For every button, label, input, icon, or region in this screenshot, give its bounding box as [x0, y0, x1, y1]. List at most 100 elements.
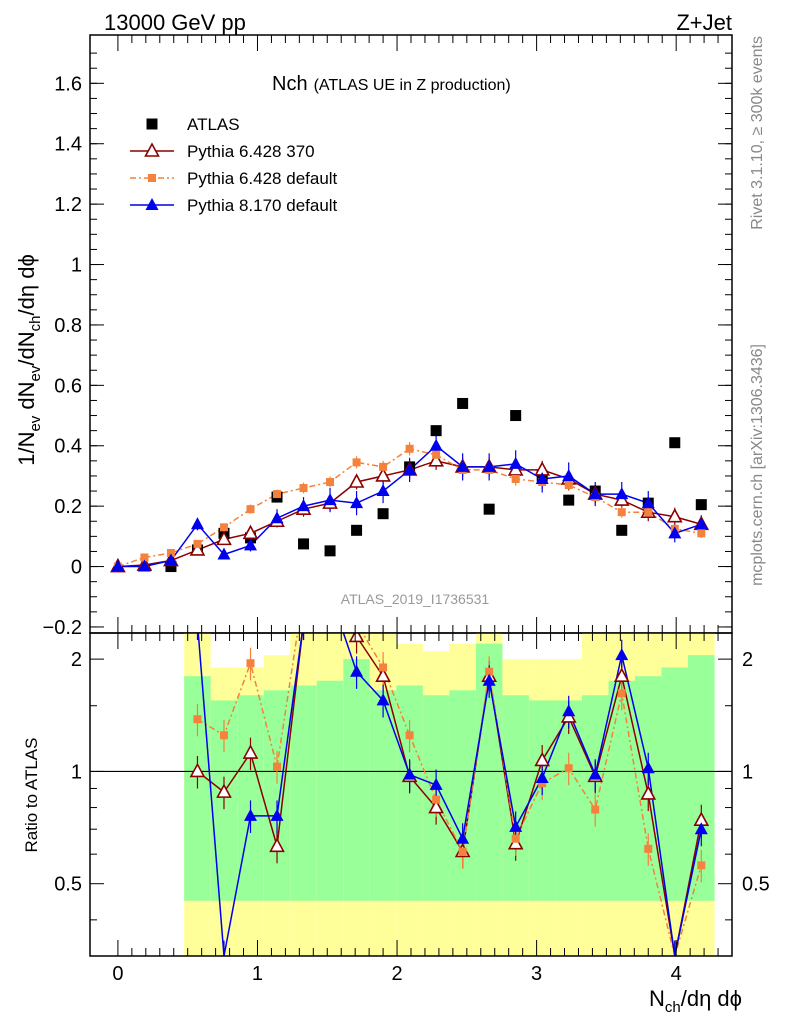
ratio-point: [482, 673, 496, 686]
ratio-point: [564, 764, 573, 773]
point-atlas: [616, 524, 628, 536]
ratio-point: [273, 762, 282, 771]
legend-marker: [145, 198, 159, 210]
ratio-point: [644, 844, 653, 853]
legend-label: Pythia 6.428 370: [187, 142, 315, 161]
chart-title-sub: (ATLAS UE in Z production): [314, 77, 511, 94]
legend-label: Pythia 8.170 default: [187, 196, 338, 215]
y-tick-label: 1.6: [54, 73, 82, 95]
legend-label: ATLAS: [187, 115, 240, 134]
ratio-point: [216, 783, 232, 798]
band-inner-bin: [661, 667, 689, 901]
ratio-point: [535, 771, 549, 784]
ratio-point: [376, 693, 390, 706]
ratio-point: [697, 861, 706, 870]
y-axis-label: 1/Nev dNev/dNch/dη dϕ: [14, 254, 44, 466]
y-tick-label: 1.2: [54, 194, 82, 216]
point-atlas: [351, 524, 363, 536]
ratio-point: [640, 785, 657, 800]
point-pythia-6-428-default: [326, 477, 335, 486]
ratio-y-label: Ratio to ATLAS: [22, 738, 41, 853]
point-pythia-8-170-default: [270, 511, 284, 524]
point-pythia-6-428-370: [242, 524, 259, 540]
point-pythia-6-428-default: [140, 553, 149, 562]
y-tick-label: −0.2: [43, 617, 82, 639]
ratio-point: [270, 808, 284, 821]
ratio-point: [511, 834, 520, 843]
x-tick-label: 2: [391, 963, 402, 985]
y-tick-label: 0.6: [54, 375, 82, 397]
ratio-point: [562, 704, 576, 717]
ratio-point: [694, 822, 708, 835]
x-axis-label: Nch/dη dϕ: [649, 986, 742, 1016]
y-tick-label: 1.4: [54, 134, 82, 156]
point-atlas: [457, 397, 469, 409]
band-inner-bin: [369, 690, 397, 901]
band-inner-bin: [449, 690, 476, 901]
ratio-y-tick-label: 2: [71, 649, 82, 671]
ratio-point: [534, 751, 551, 767]
point-pythia-8-170-default: [668, 526, 682, 539]
ratio-point: [432, 795, 441, 804]
ratio-point: [405, 731, 414, 740]
y-tick-label: 0: [71, 557, 82, 579]
ratio-point: [613, 667, 630, 682]
point-pythia-6-428-370: [348, 473, 365, 488]
point-pythia-8-170-default: [509, 456, 523, 469]
ratio-point: [244, 808, 257, 821]
ratio-point: [269, 837, 285, 853]
y-tick-label: 0.4: [54, 436, 82, 458]
point-atlas: [669, 437, 681, 449]
point-pythia-8-170-default: [190, 517, 204, 530]
ratio-point: [379, 663, 388, 672]
point-atlas: [377, 508, 389, 520]
point-pythia-6-428-default: [511, 474, 520, 483]
point-pythia-8-170-default: [535, 471, 549, 484]
point-pythia-6-428-default: [166, 548, 175, 557]
legend-marker: [144, 142, 160, 157]
legend: ATLAS Pythia 6.428 370 Pythia 6.428 defaul…: [130, 115, 338, 215]
ratio-point: [219, 731, 228, 740]
ratio-point: [429, 777, 443, 790]
ratio-point: [456, 831, 470, 844]
ratio-point: [350, 664, 364, 677]
ratio-point: [509, 819, 523, 832]
ratio-point: [375, 667, 391, 682]
ratio-y-tick-label-right: 1: [742, 761, 753, 783]
ratio-series-group: [189, 633, 710, 956]
ratio-y-tick-label-right: 2: [742, 649, 753, 671]
x-tick-label: 4: [671, 963, 682, 985]
band-inner-bin: [316, 680, 344, 901]
x-tick-label: 3: [531, 963, 542, 985]
y-tick-label: 1: [71, 255, 82, 277]
point-pythia-6-428-default: [697, 529, 706, 538]
point-pythia-8-170-default: [137, 559, 151, 572]
point-pythia-6-428-370: [428, 452, 444, 467]
ratio-bands: [184, 633, 715, 956]
legend-marker: [148, 174, 156, 182]
point-pythia-6-428-370: [507, 461, 524, 476]
ratio-y-tick-label: 1: [71, 761, 82, 783]
point-pythia-6-428-default: [352, 458, 361, 467]
ratio-point: [617, 689, 626, 698]
point-pythia-6-428-default: [299, 484, 308, 493]
point-pythia-6-428-default: [432, 450, 441, 459]
watermark: ATLAS_2019_I1736531: [341, 591, 490, 607]
ratio-point: [615, 648, 629, 661]
point-pythia-6-428-default: [617, 508, 626, 517]
point-pythia-8-170-default: [244, 538, 257, 551]
rivet-label: Rivet 3.1.10, ≥ 300k events: [749, 36, 766, 230]
point-pythia-8-170-default: [164, 553, 178, 566]
ratio-line-0: [197, 633, 703, 956]
band-inner-bin: [290, 685, 317, 901]
point-pythia-8-170-default: [217, 547, 231, 560]
point-pythia-6-428-default: [405, 444, 414, 453]
ratio-point: [641, 761, 655, 774]
point-pythia-6-428-370: [216, 530, 232, 546]
point-pythia-6-428-default: [564, 481, 573, 490]
x-tick-label: 0: [112, 963, 123, 985]
band-inner-bin: [263, 690, 291, 901]
point-pythia-8-170-default: [376, 484, 390, 497]
header-right: Z+Jet: [676, 10, 732, 35]
